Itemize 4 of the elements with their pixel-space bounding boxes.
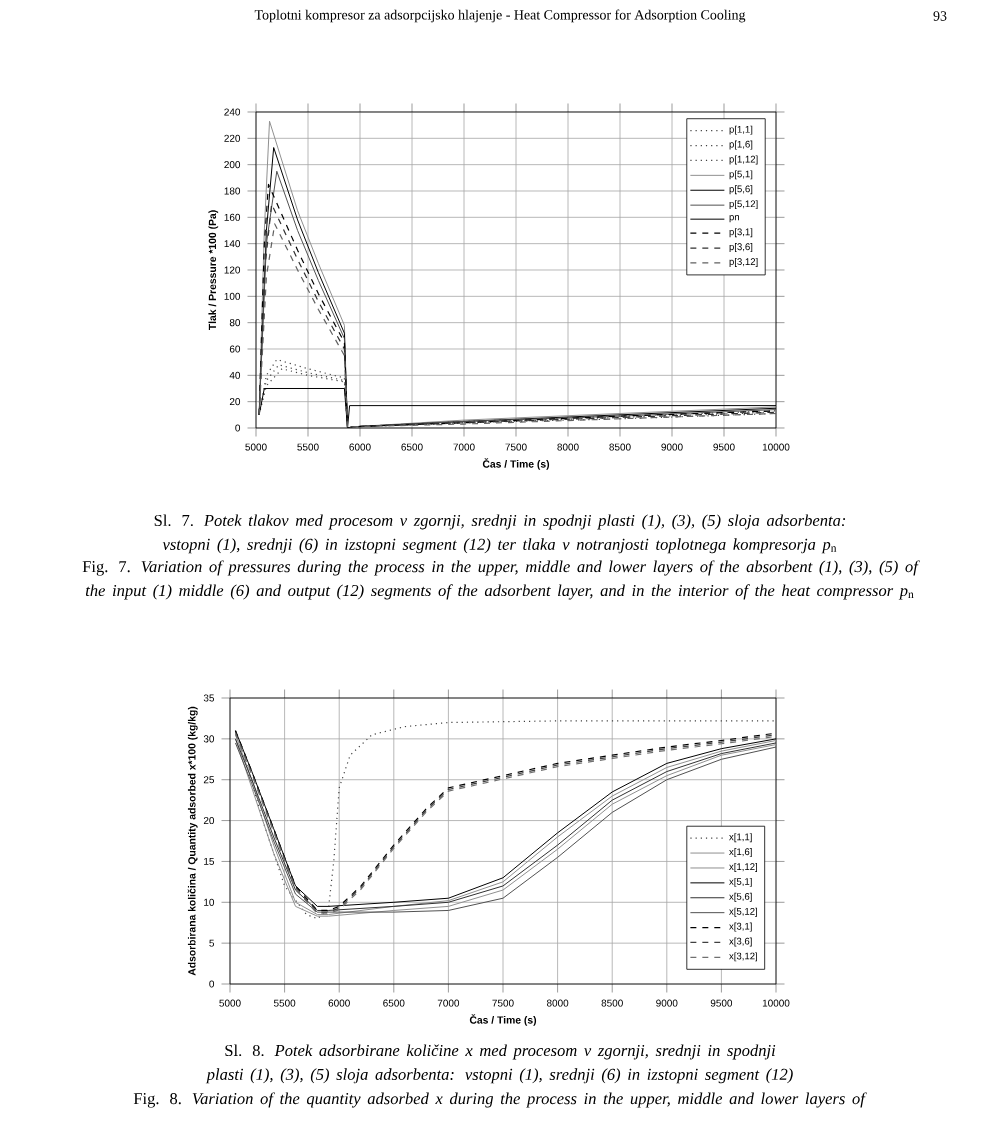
- text: Sl. 7. Potek tlakov med procesom v zgornji, srednji in spodnji plasti (1), (3), (5) sloja adsorbenta: vstopni (1), srednji (6) in izstopni segment (12) ter tlaka v notranjosti toplotnega kompresorja p$_{n}$: [154, 514, 846, 554]
- text: Sl. 8. Potek adsorbirane količine x med procesom v zgornji, srednji in spodnji plasti (1), (3), (5) sloja adsorbenta: vstopni (1), srednji (6) in izstopni segment (12): [205, 1044, 793, 1084]
- caption: Fig. 7. Variation of pressures during the process in the upper, middle and lower layers of the absorbent (1), (3), (5) of the input (1) middle (6) and output (12) segments of the adsorbent layer, and in the interior of the heat compressor p$_{n}$: [82, 560, 920, 600]
- caption: Fig. 8. Variation of the quantity adsorbed x during the process in the upper, middle and lower layers of: [133, 1092, 867, 1108]
